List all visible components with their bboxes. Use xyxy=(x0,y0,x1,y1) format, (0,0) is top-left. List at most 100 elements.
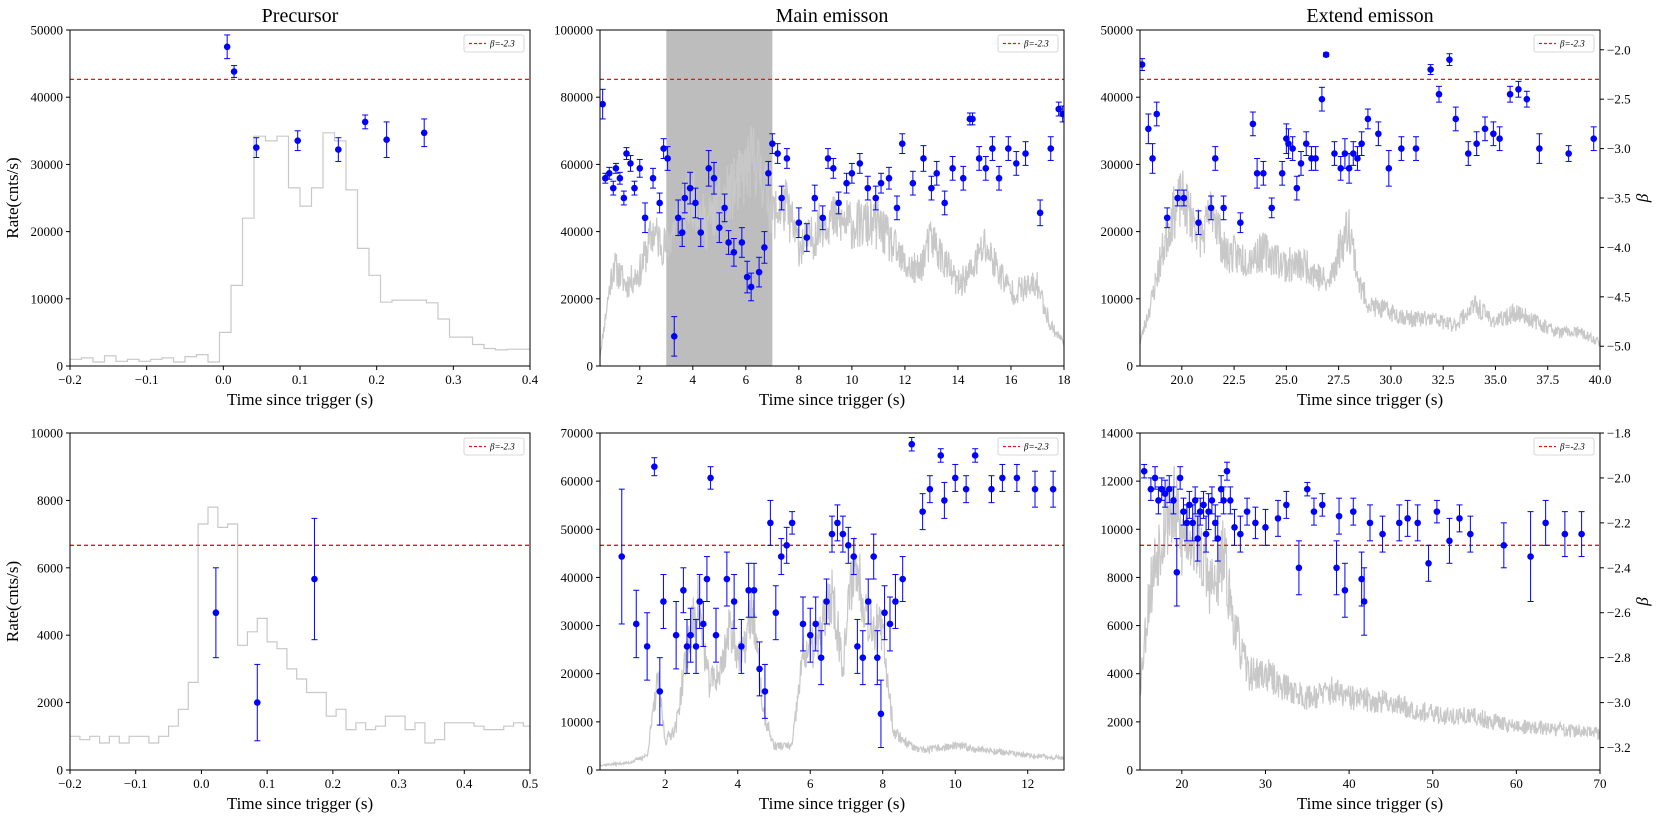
datapoint-marker xyxy=(252,144,260,151)
legend-box xyxy=(1533,437,1595,456)
beta-datapoint xyxy=(1205,493,1212,531)
datapoint-marker xyxy=(877,179,885,187)
datapoint-marker xyxy=(1354,155,1361,162)
beta-datapoint xyxy=(1395,504,1403,542)
datapoint-marker xyxy=(898,140,906,147)
beta-datapoint xyxy=(1176,466,1184,490)
beta-datapoint xyxy=(1523,90,1531,108)
datapoint-marker xyxy=(602,174,609,182)
datapoint-marker xyxy=(687,631,694,639)
y-tick-label: 6000 xyxy=(37,560,63,575)
x-tick-label: 25.0 xyxy=(1275,372,1298,387)
beta-datapoint xyxy=(1012,151,1020,176)
beta-datapoint xyxy=(824,148,832,169)
datapoint-marker xyxy=(941,497,948,504)
x-tick-label: 20 xyxy=(1175,776,1188,791)
beta-datapoint xyxy=(674,199,682,237)
beta-datapoint xyxy=(687,607,694,663)
y-tick-label: 10000 xyxy=(31,291,64,306)
beta-datapoint xyxy=(982,155,990,181)
x-tick-label: 2 xyxy=(637,372,644,387)
datapoint-marker xyxy=(1446,56,1453,63)
datapoint-marker xyxy=(761,244,768,251)
y-tick-label: 60000 xyxy=(561,157,594,172)
beta-datapoint xyxy=(1158,477,1166,501)
datapoint-marker xyxy=(885,174,893,182)
beta-datapoint xyxy=(1200,490,1207,519)
datapoint-marker xyxy=(1527,553,1534,560)
x-tick-label: 0.3 xyxy=(445,372,461,387)
datapoint-marker xyxy=(1223,467,1231,475)
datapoint-marker xyxy=(1435,90,1443,98)
beta-datapoint xyxy=(660,574,667,629)
datapoint-marker xyxy=(612,165,620,172)
beta-datapoint xyxy=(877,679,885,749)
datapoint-marker xyxy=(223,43,231,51)
beta-datapoint xyxy=(1211,146,1219,171)
datapoint-marker xyxy=(420,129,428,137)
datapoint-marker xyxy=(703,575,711,583)
beta-datapoint xyxy=(839,515,847,553)
beta-datapoint xyxy=(1385,150,1393,187)
datapoint-marker xyxy=(725,239,732,246)
y-tick-label: 20000 xyxy=(1101,224,1134,239)
datapoint-marker xyxy=(632,620,640,628)
y-tick-label: 4000 xyxy=(37,628,63,643)
datapoint-marker xyxy=(772,609,780,617)
datapoint-marker xyxy=(1153,110,1161,118)
beta-datapoint xyxy=(1059,105,1064,123)
beta-datapoint xyxy=(941,190,948,216)
beta-datapoint xyxy=(1285,128,1292,159)
datapoint-marker xyxy=(616,174,624,182)
datapoint-marker xyxy=(795,219,803,227)
beta-datapoint xyxy=(1404,499,1411,537)
datapoint-marker xyxy=(686,184,694,192)
datapoint-marker xyxy=(1366,519,1374,527)
beta-datapoint xyxy=(864,175,872,201)
datapoint-marker xyxy=(1515,85,1522,93)
datapoint-marker xyxy=(909,179,917,187)
beta-datapoint xyxy=(738,227,746,258)
beta-datapoint xyxy=(1155,486,1162,515)
x-axis-label: Time since trigger (s) xyxy=(227,794,373,813)
x-tick-label: −0.1 xyxy=(135,372,159,387)
beta-datapoint xyxy=(928,175,935,201)
beta-datapoint xyxy=(1147,477,1155,501)
beta-datapoint xyxy=(864,578,872,625)
beta-datapoint xyxy=(294,130,302,152)
beta-datapoint xyxy=(683,618,691,674)
beta-datapoint xyxy=(1278,160,1286,186)
x-tick-label: 8 xyxy=(880,776,887,791)
beta-datapoint xyxy=(951,463,959,492)
x-axis-label: Time since trigger (s) xyxy=(1297,390,1443,409)
datapoint-marker xyxy=(1414,519,1421,527)
datapoint-marker xyxy=(696,598,703,605)
datapoint-marker xyxy=(1349,150,1357,157)
datapoint-marker xyxy=(1496,135,1503,143)
datapoint-marker xyxy=(933,169,941,177)
datapoint-marker xyxy=(664,155,671,162)
datapoint-marker xyxy=(618,553,626,560)
beta-datapoint xyxy=(1303,481,1311,497)
y-tick-label: 70000 xyxy=(561,426,594,441)
y-tick-label: 20000 xyxy=(31,224,64,239)
datapoint-marker xyxy=(697,229,705,236)
beta-datapoint xyxy=(1297,151,1305,176)
legend: β=-2.3 xyxy=(997,34,1059,53)
datapoint-marker xyxy=(683,643,691,650)
y-tick-label: 60000 xyxy=(561,474,594,489)
datapoint-marker xyxy=(600,100,606,108)
x-tick-label: 0.1 xyxy=(292,372,308,387)
y-tick-label: 10000 xyxy=(1101,291,1134,306)
datapoint-marker xyxy=(1031,485,1039,493)
x-tick-label: 10 xyxy=(845,372,858,387)
datapoint-marker xyxy=(1237,530,1244,538)
beta-datapoint xyxy=(1331,141,1338,166)
beta-datapoint xyxy=(774,143,781,164)
plot-area xyxy=(600,30,1064,366)
beta-datapoint xyxy=(761,231,768,264)
datapoint-marker xyxy=(747,283,755,291)
beta-datapoint xyxy=(1467,515,1474,553)
beta-datapoint xyxy=(1337,155,1345,181)
beta-tick-label: −2.2 xyxy=(1607,515,1631,530)
